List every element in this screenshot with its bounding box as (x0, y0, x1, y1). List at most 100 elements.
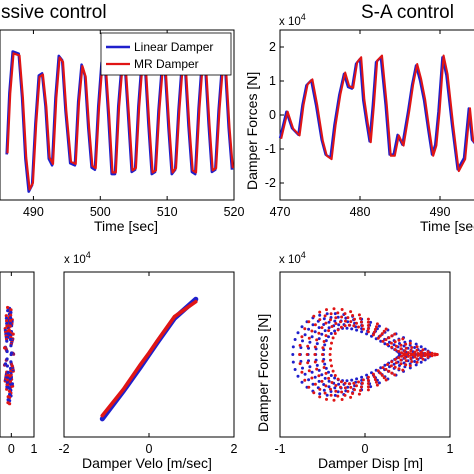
fd-point (414, 342, 418, 346)
fd-point (333, 376, 337, 380)
fd-point (327, 326, 331, 330)
fd-point (399, 347, 403, 351)
fd-point (401, 337, 405, 341)
fd-point (408, 341, 412, 345)
fd-point (357, 392, 361, 396)
fd-point (358, 317, 362, 320)
fd-point (320, 326, 324, 330)
fd-point (389, 341, 393, 345)
fd-point (323, 391, 327, 395)
fd-point (369, 385, 373, 389)
fd-point (384, 378, 388, 382)
fd-point (306, 344, 310, 348)
fd-point (315, 363, 319, 367)
passive-xtick-label: 500 (90, 205, 111, 219)
fd-point (397, 356, 401, 360)
fd-point (324, 321, 328, 325)
left-point (9, 344, 13, 348)
fd-point (307, 385, 311, 389)
fd-point (343, 381, 347, 385)
fd-point (332, 398, 336, 402)
fd-point (324, 384, 328, 388)
fd-point (310, 329, 314, 333)
fd-point (390, 371, 394, 375)
fd-point (375, 322, 379, 326)
fd-point (310, 370, 314, 374)
left-point (5, 319, 9, 323)
fd-point (384, 338, 388, 342)
fd-point (421, 357, 425, 361)
fd-point (324, 334, 328, 338)
sa-xlabel: Time [sec (420, 218, 474, 234)
left-point (6, 398, 10, 402)
fd-point (380, 332, 384, 336)
fd-point (413, 346, 417, 349)
left-point (6, 309, 10, 313)
fd-point (345, 326, 349, 330)
fd-point (327, 385, 331, 389)
left-point (9, 310, 13, 315)
fd-point (321, 359, 325, 363)
fd-point (317, 374, 321, 378)
fd-point (392, 362, 396, 366)
fd-point (303, 333, 307, 337)
sa-ylabel: Damper Forces [N] (244, 72, 260, 190)
left-point (6, 373, 10, 377)
fd-point (358, 389, 362, 392)
fd-point (383, 342, 387, 346)
fd-point (327, 370, 330, 374)
sa-xtick-label: 470 (270, 205, 291, 219)
fd-point (313, 323, 317, 327)
fd-point (330, 325, 334, 328)
fd-point (426, 355, 430, 359)
left-point (5, 385, 9, 389)
passive-time-panel: ssive control 490 500 510 520 Linear Damper… (0, 2, 244, 234)
fd-point (325, 312, 329, 316)
fd-point (419, 355, 423, 359)
sa-title: S-A control (361, 2, 454, 23)
fd-point (329, 347, 332, 351)
fd-point (323, 376, 327, 380)
fd-point (347, 382, 351, 386)
fd-point (384, 327, 388, 331)
fd-point (359, 385, 363, 389)
fd-xlabel: Damper Disp [m] (318, 455, 423, 471)
fd-point (320, 373, 324, 377)
fd-point (331, 336, 335, 340)
fd-point (346, 316, 350, 320)
sa-y-multiplier: x 104 (279, 12, 306, 28)
fd-point (317, 368, 321, 372)
left-point (6, 401, 10, 405)
passive-xtick-label: 510 (157, 205, 178, 219)
fd-point (315, 367, 319, 371)
fd-xtick-label: -1 (274, 442, 285, 456)
fd-point (337, 382, 341, 386)
fd-point (334, 322, 338, 325)
fd-point (298, 343, 302, 347)
fd-point (361, 327, 365, 331)
fd-point (366, 327, 370, 331)
fd-point (372, 375, 376, 379)
left-point (7, 386, 12, 390)
left-point (4, 316, 8, 320)
fd-point (310, 376, 314, 380)
fd-point (301, 339, 304, 343)
left-point (8, 380, 12, 384)
fd-point (423, 351, 427, 355)
left-point (9, 316, 13, 320)
fd-point (374, 325, 378, 329)
fd-point (386, 363, 389, 366)
fd-point (403, 349, 407, 353)
fd-point (311, 323, 315, 327)
left-point (5, 364, 9, 368)
fd-point (324, 371, 328, 375)
fd-point (328, 353, 332, 356)
fd-point (430, 351, 434, 355)
fd-point (320, 379, 324, 383)
fd-point (360, 324, 364, 328)
fd-point (346, 389, 350, 393)
fd-point (343, 393, 347, 397)
fd-point (397, 349, 401, 353)
fd-point (404, 359, 408, 363)
fd-point (322, 366, 326, 369)
